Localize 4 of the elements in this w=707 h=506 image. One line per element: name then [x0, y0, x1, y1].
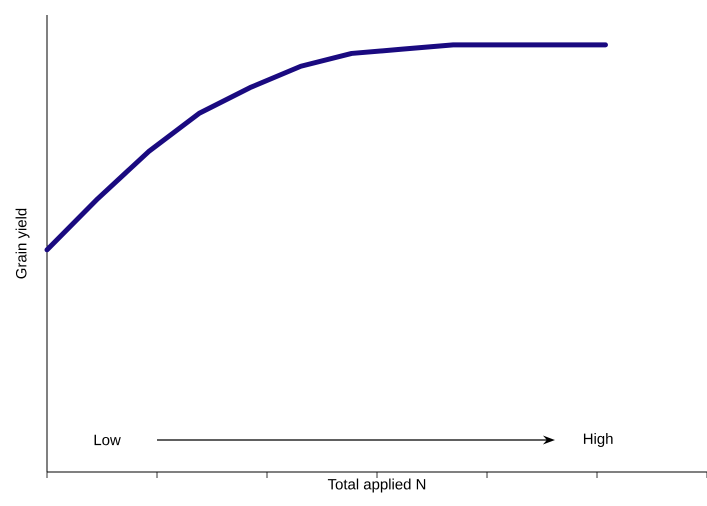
x-axis-title: Total applied N [328, 478, 426, 492]
annotation: High [584, 433, 613, 447]
annotation: Low [94, 434, 121, 446]
y-axis-title: Grain yield [16, 208, 30, 278]
